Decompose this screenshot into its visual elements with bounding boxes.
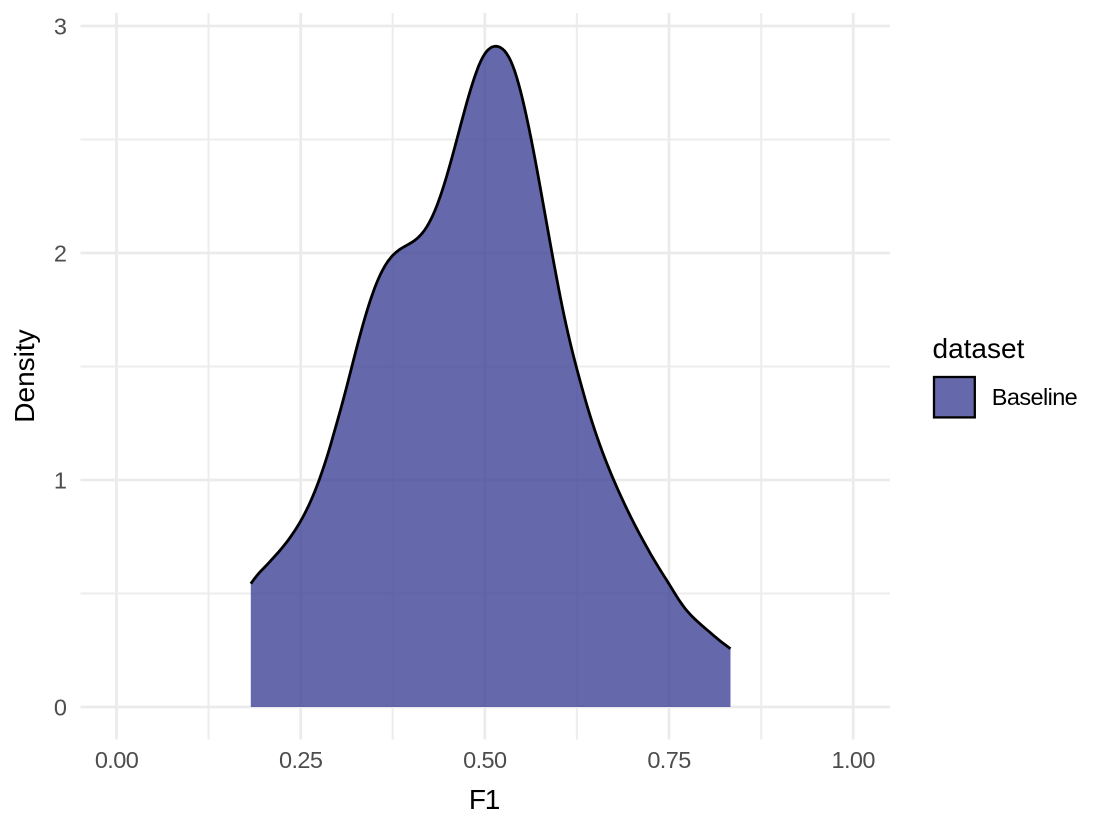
svg-text:2: 2 bbox=[54, 241, 67, 267]
svg-text:3: 3 bbox=[54, 14, 67, 40]
svg-text:dataset: dataset bbox=[933, 333, 1025, 364]
svg-text:0: 0 bbox=[54, 695, 67, 721]
svg-text:Baseline: Baseline bbox=[992, 384, 1078, 410]
svg-text:0.50: 0.50 bbox=[463, 747, 507, 773]
svg-text:0.00: 0.00 bbox=[95, 747, 139, 773]
svg-text:F1: F1 bbox=[469, 784, 500, 815]
svg-text:0.25: 0.25 bbox=[279, 747, 323, 773]
svg-text:Density: Density bbox=[9, 329, 40, 422]
svg-text:0.75: 0.75 bbox=[647, 747, 691, 773]
svg-text:1.00: 1.00 bbox=[832, 747, 876, 773]
svg-text:1: 1 bbox=[54, 468, 67, 494]
